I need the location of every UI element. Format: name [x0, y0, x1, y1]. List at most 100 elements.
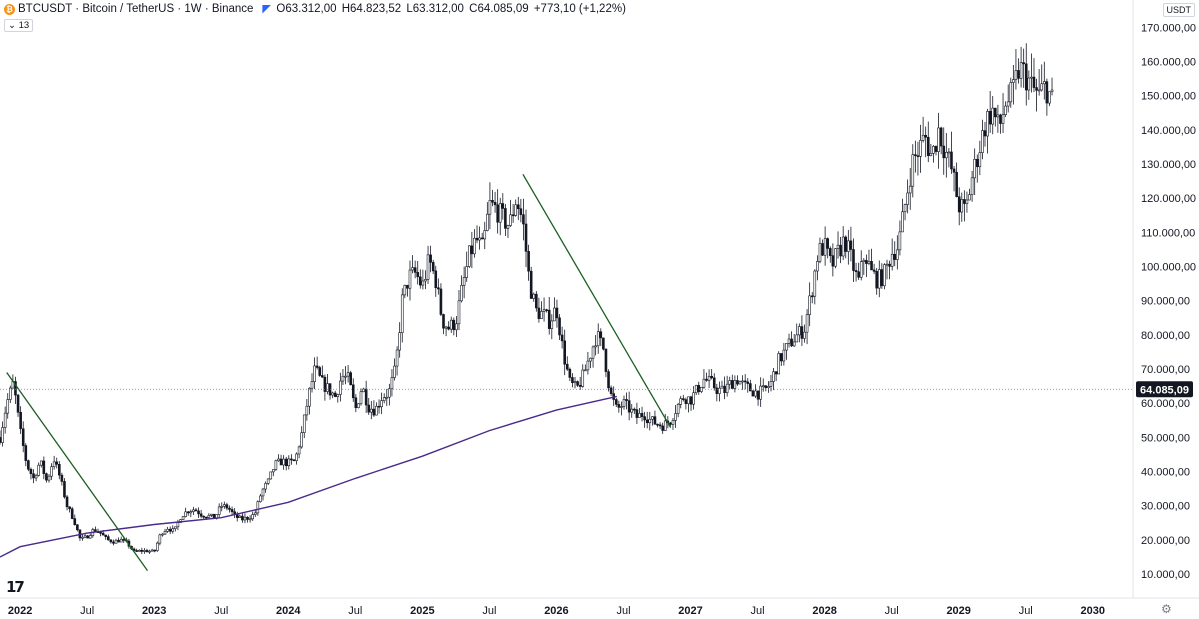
candle-body — [805, 314, 809, 333]
candle-body — [942, 145, 946, 159]
candle — [284, 456, 288, 471]
candle — [418, 269, 422, 289]
candle — [689, 395, 693, 411]
candle-body — [767, 386, 770, 389]
candle-body — [859, 261, 863, 278]
candle — [349, 370, 352, 386]
candle-body — [929, 153, 933, 156]
candle-body — [779, 353, 783, 362]
candle-body — [648, 418, 652, 424]
currency-label[interactable]: USDT — [1162, 3, 1195, 17]
candle — [50, 463, 53, 480]
candle-body — [947, 151, 951, 154]
candle — [795, 323, 799, 343]
y-tick-label: 50.000,00 — [1141, 432, 1190, 444]
candle — [186, 510, 190, 516]
candle — [14, 376, 17, 404]
candle — [728, 376, 732, 390]
candle-body — [473, 237, 476, 255]
ma-line — [0, 395, 617, 558]
candle-body — [1048, 91, 1051, 104]
candle-body — [937, 127, 940, 152]
candle — [584, 364, 587, 372]
y-tick-label: 70.000,00 — [1141, 364, 1190, 376]
candle-body — [702, 378, 706, 388]
y-tick-label: 100.000,00 — [1141, 262, 1196, 274]
candle — [452, 317, 456, 336]
y-tick-label: 10.000,00 — [1141, 569, 1190, 581]
indicator-badge[interactable]: ⌄ 13 — [4, 19, 34, 32]
candle-body — [27, 460, 30, 470]
candle-body — [109, 539, 113, 543]
flag-icon[interactable] — [262, 4, 272, 14]
candle — [1027, 70, 1031, 100]
candle — [883, 263, 886, 290]
candle — [658, 422, 662, 430]
candle — [857, 262, 860, 280]
settings-icon[interactable]: ⚙ — [1161, 602, 1172, 616]
candle-body — [202, 515, 206, 518]
candle-body — [586, 360, 590, 371]
candle — [875, 267, 878, 295]
candle-body — [388, 388, 391, 398]
candle — [911, 144, 915, 198]
candle — [942, 127, 946, 175]
candle — [382, 393, 386, 404]
candle-body — [890, 253, 894, 267]
candle-body — [351, 384, 355, 399]
candle-body — [326, 383, 329, 392]
candle — [375, 402, 378, 416]
candle-body — [568, 368, 572, 378]
candle-body — [493, 201, 497, 206]
candle-body — [204, 516, 208, 519]
x-tick-label: 2025 — [410, 605, 434, 617]
candle-body — [308, 387, 311, 407]
candle — [550, 314, 554, 340]
candle — [241, 512, 244, 523]
candle — [774, 371, 778, 382]
candle-body — [155, 542, 159, 551]
x-tick-label: 2026 — [544, 605, 568, 617]
candle — [532, 292, 536, 302]
candle — [816, 255, 819, 281]
candle — [805, 309, 809, 345]
candle — [1024, 43, 1028, 106]
candle-body — [269, 471, 273, 480]
candle — [434, 265, 438, 297]
candle — [1004, 101, 1007, 117]
candle-body — [970, 177, 974, 195]
candle — [978, 140, 982, 176]
candle — [426, 245, 430, 285]
candle-body — [653, 416, 657, 425]
candle-body — [359, 391, 363, 405]
candle-body — [828, 248, 832, 256]
candle — [963, 190, 966, 222]
candle — [880, 263, 884, 289]
candle — [782, 342, 786, 366]
symbol-title[interactable]: BTCUSDT · Bitcoin / TetherUS · 1W · Bina… — [18, 3, 254, 15]
candle — [836, 231, 840, 259]
candle-body — [857, 271, 860, 278]
candle — [831, 243, 835, 277]
candle-body — [122, 539, 126, 541]
candle-body — [148, 550, 151, 553]
candle-body — [620, 406, 623, 408]
ohlc-change: +773,10 (+1,22%) — [533, 3, 626, 15]
candle — [1030, 53, 1033, 93]
candle-body — [684, 399, 688, 404]
candle-body — [553, 307, 556, 322]
y-tick-label: 110.000,00 — [1141, 227, 1195, 239]
candle-body — [999, 114, 1002, 124]
tradingview-logo-icon[interactable]: 17 — [6, 578, 25, 596]
candle-body — [743, 380, 747, 383]
y-tick-label: 160.000,00 — [1141, 57, 1196, 69]
candle — [449, 316, 453, 333]
candle — [723, 376, 726, 400]
candle-body — [217, 506, 221, 515]
candle-body — [491, 200, 494, 203]
candle-body — [161, 533, 164, 536]
candle — [870, 248, 873, 271]
candle-body — [689, 396, 693, 405]
candle-body — [277, 458, 280, 462]
